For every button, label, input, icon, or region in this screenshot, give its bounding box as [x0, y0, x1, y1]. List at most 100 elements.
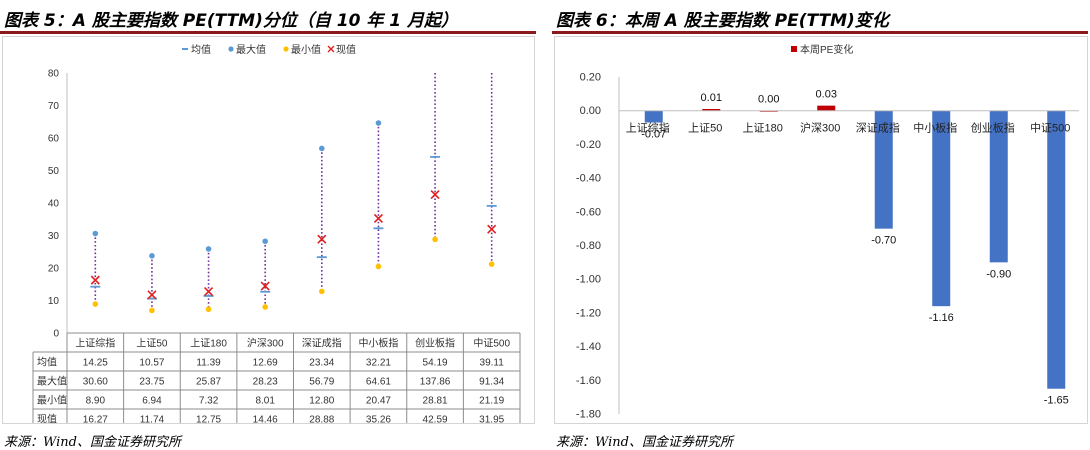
right-chart-box: 本周PE变化 0.20 0.00 -0.20 -0.40 -0.60 -0.80 -1.00 -… [554, 36, 1088, 424]
table-row-label: 最大值 [37, 375, 67, 388]
bar [644, 110, 663, 123]
left-chart-title: 图表 5：A 股主要指数 PE(TTM)分位（自 10 年 1 月起） [4, 11, 459, 31]
data-label: -0.07 [641, 128, 666, 140]
table-cell: 28.81 [423, 396, 448, 407]
table-cell: 30.60 [83, 377, 108, 388]
y-tick-label: 30 [48, 231, 60, 242]
left-title-rule [0, 31, 536, 34]
table-cell: 25.87 [196, 377, 221, 388]
table-cell: 11.39 [196, 358, 221, 369]
y-tick-label: -1.20 [576, 307, 601, 319]
max-point [319, 145, 325, 152]
table-cell: 42.59 [423, 415, 448, 424]
current-marker [90, 275, 100, 285]
legend-label: 现值 [336, 43, 356, 56]
category-label: 创业板指 [415, 337, 455, 350]
table-row-label: 均值 [37, 356, 57, 369]
y-tick-label: 50 [48, 166, 60, 177]
current-marker [147, 290, 157, 300]
bar [989, 110, 1008, 263]
bar [874, 110, 893, 229]
bar [817, 105, 836, 111]
legend-label: 均值 [191, 43, 211, 56]
legend-label: 本周PE变化 [800, 43, 853, 56]
legend-current-swatch [327, 45, 335, 53]
y-tick-label: -1.80 [576, 409, 601, 421]
y-tick-label: 10 [48, 296, 60, 307]
y-tick-label: 80 [48, 69, 60, 80]
right-source: 来源：Wind、国金证券研究所 [556, 435, 733, 450]
table-cell: 12.75 [196, 415, 221, 424]
max-point [375, 120, 382, 126]
y-tick-label: -0.20 [576, 139, 601, 151]
current-marker [487, 224, 497, 234]
bar [932, 110, 951, 307]
right-title-rule [552, 31, 1088, 34]
table-cell: 137.86 [420, 377, 451, 388]
max-point [149, 253, 155, 259]
data-label: -0.90 [986, 268, 1011, 280]
data-table: 上证综指 上证50 上证180 沪深300 深证成指 中小板指 创业板指 中证500 均值 14.… [32, 332, 521, 429]
min-point [488, 261, 495, 267]
y-tick-label: -1.60 [576, 375, 601, 387]
table-cell: 12.80 [309, 396, 334, 407]
legend-label: 最大值 [236, 43, 266, 56]
right-chart: 本周PE变化 0.20 0.00 -0.20 -0.40 -0.60 -0.80 -1.00 -… [576, 43, 1079, 421]
table-cell: 6.94 [142, 396, 162, 407]
y-tick-label: -1.00 [576, 274, 601, 286]
y-tick-label: 20 [48, 264, 60, 275]
current-marker [317, 234, 327, 244]
table-cell: 39.11 [480, 358, 505, 369]
y-tick-label: -1.40 [576, 341, 601, 353]
table-cell: 14.25 [83, 358, 108, 369]
category-label: 中证500 [473, 337, 510, 350]
y-tick-label: 70 [48, 101, 60, 112]
y-tick-label: 40 [48, 199, 60, 210]
min-point [205, 306, 212, 313]
y-tick-label: -0.60 [576, 206, 601, 218]
data-label: -1.16 [929, 312, 954, 324]
data-label: -0.70 [871, 235, 896, 247]
y-tick-label: 0.00 [580, 105, 601, 117]
min-point [319, 288, 325, 295]
category-label: 沪深300 [247, 337, 284, 350]
table-cell: 12.69 [253, 358, 278, 369]
table-cell: 23.75 [139, 377, 164, 388]
category-label: 上证50 [688, 122, 722, 135]
category-label: 上证180 [190, 338, 227, 350]
category-label: 深证成指 [856, 121, 900, 135]
left-legend: 均值 最大值 最小值 现值 [182, 43, 356, 56]
category-label: 上证180 [743, 122, 783, 135]
current-marker [430, 190, 440, 200]
min-point [92, 301, 99, 307]
table-cell: 91.34 [479, 377, 504, 388]
y-tick-label: 0 [53, 329, 59, 340]
min-point [375, 263, 382, 270]
data-label: 0.01 [701, 92, 722, 104]
legend-swatch [791, 46, 797, 52]
current-marker [373, 213, 384, 223]
category-label: 中小板指 [913, 121, 957, 135]
category-label: 上证综指 [626, 121, 670, 135]
table-cell: 64.61 [366, 377, 391, 388]
table-cell: 54.19 [423, 358, 448, 369]
left-source: 来源：Wind、国金证券研究所 [4, 435, 181, 450]
category-label: 上证50 [136, 338, 168, 350]
left-chart-box: 均值 最大值 最小值 现值 0 10 20 30 40 50 60 70 80 上证综指 上证50 上证180… [2, 36, 535, 429]
table-cell: 14.46 [253, 415, 278, 424]
category-label: 深证成指 [302, 337, 342, 350]
category-label: 沪深300 [800, 121, 840, 135]
bar [702, 109, 721, 111]
data-label: -1.65 [1044, 395, 1069, 407]
current-marker [260, 281, 270, 291]
table-cell: 20.47 [366, 396, 391, 407]
data-label: 0.03 [816, 89, 837, 101]
y-tick-label: -0.80 [576, 240, 601, 252]
max-point [205, 246, 212, 252]
category-label: 创业板指 [971, 121, 1015, 135]
category-label: 中小板指 [358, 337, 398, 350]
table-cell: 8.90 [86, 396, 106, 407]
current-marker [203, 286, 214, 297]
table-cell: 21.19 [479, 396, 504, 407]
table-cell: 28.88 [309, 415, 334, 424]
